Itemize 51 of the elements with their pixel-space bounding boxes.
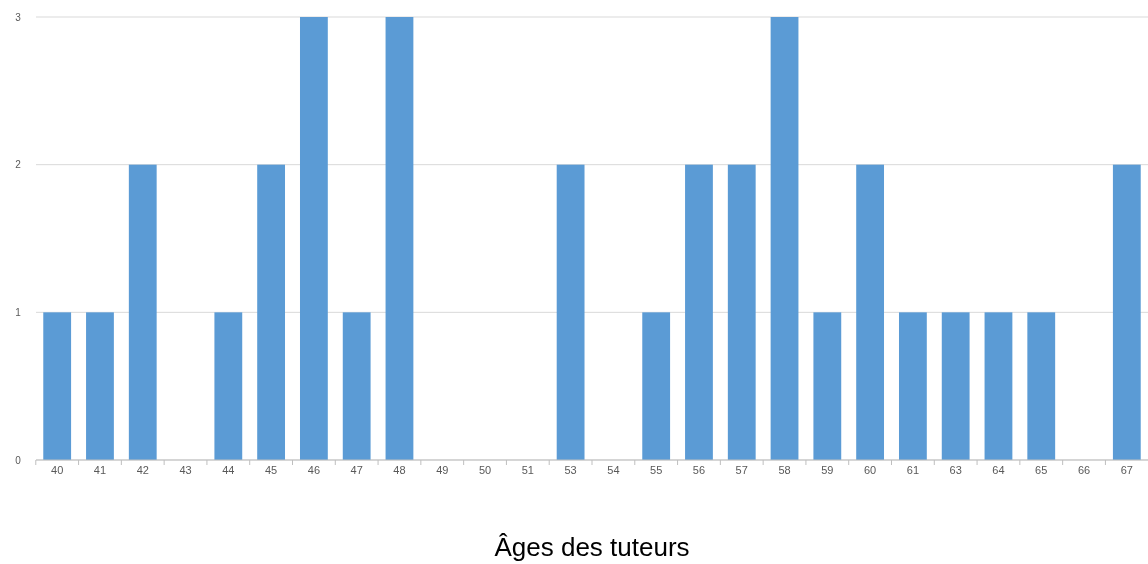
x-tick-label: 60 [863,464,877,476]
x-tick-label: 55 [650,464,663,476]
bar [299,17,328,460]
x-tick-label: 42 [136,464,149,476]
x-tick-label: 48 [393,464,406,476]
x-tick-label: 44 [222,464,235,476]
bar [43,312,72,460]
bar [727,164,756,460]
x-tick-label: 53 [564,464,577,476]
bar [685,164,713,460]
bar [770,17,799,460]
x-tick-label: 43 [179,464,192,476]
bar [1027,312,1056,460]
x-tick-label: 46 [307,464,321,476]
x-tick-label: 50 [478,464,492,476]
x-tick-label: 58 [778,464,791,476]
y-tick-label: 2 [15,159,22,171]
y-tick-label: 0 [15,454,22,466]
bar [385,17,414,460]
x-tick-label: 40 [51,464,64,476]
y-tick-label: 1 [15,306,22,318]
bar [556,164,585,460]
x-tick-label: 61 [906,464,920,476]
x-tick-label: 51 [521,464,534,476]
x-tick-label: 63 [949,464,962,476]
x-tick-label: 67 [1120,464,1133,476]
x-tick-label: 64 [992,464,1005,476]
bar [642,312,671,460]
x-tick-label: 59 [821,464,834,476]
bar [856,164,885,460]
y-tick-label: 3 [15,11,22,23]
bar [86,312,114,460]
bar [214,312,243,460]
bar [257,164,286,460]
x-tick-label: 45 [264,464,278,476]
x-tick-label: 41 [93,464,107,476]
x-tick-label: 54 [607,464,620,476]
x-tick-label: 66 [1077,464,1091,476]
x-tick-label: 56 [692,464,706,476]
x-tick-label: 49 [436,464,449,476]
bar [898,312,927,460]
x-tick-label: 57 [735,464,748,476]
bar [984,312,1013,460]
bar [941,312,970,460]
bar [128,164,157,460]
x-axis-title: Âges des tuteurs [494,532,690,562]
bar [1112,164,1141,460]
bar [342,312,371,460]
x-tick-label: 65 [1035,464,1048,476]
bar [813,312,842,460]
x-tick-label: 47 [350,464,363,476]
